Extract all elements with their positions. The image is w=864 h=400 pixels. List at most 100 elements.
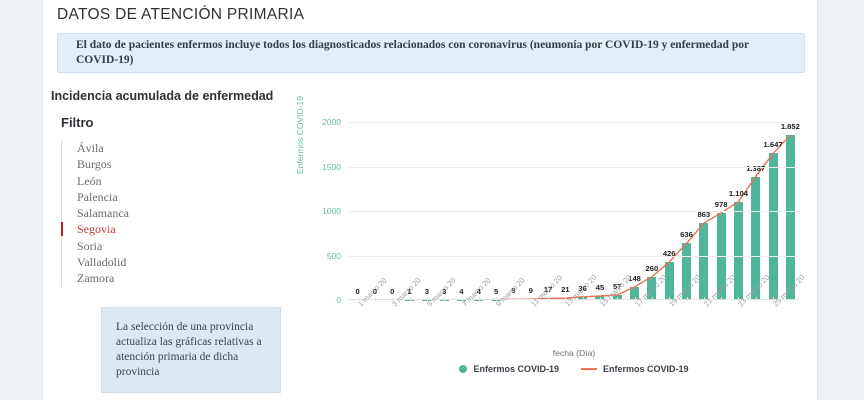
bar-value-label: 1 <box>407 286 412 296</box>
bar-value-label: 426 <box>662 249 676 259</box>
x-axis-tick-mark <box>357 297 359 301</box>
x-axis-tick-mark <box>426 297 428 301</box>
gridline <box>349 166 799 168</box>
bar-value-label: 1.387 <box>746 163 766 173</box>
bar-value-label: 3 <box>442 286 447 296</box>
gridline <box>349 255 799 257</box>
bar[interactable] <box>768 153 778 300</box>
y-axis-tick-label: 1500 <box>322 161 341 172</box>
bar-value-label: 978 <box>714 199 728 209</box>
x-axis-tick-mark <box>721 297 723 301</box>
bar[interactable] <box>733 201 743 300</box>
info-banner-text: El dato de pacientes enfermos incluye to… <box>76 39 749 66</box>
bar[interactable] <box>785 135 795 300</box>
bar-value-label: 5 <box>493 286 499 296</box>
bar-value-label: 863 <box>697 210 711 220</box>
filter-item-salamanca[interactable]: Salamanca <box>77 206 129 221</box>
bar-value-label: 1.104 <box>728 188 748 198</box>
x-axis-tick-mark <box>374 297 376 301</box>
value-labels-layer: 0 0 0 1 3 3 4 4 5 8 9 17 21 36 45 57 148 260 426 636 863 978 1… <box>349 122 800 300</box>
filter-item-valladolid[interactable]: Valladolid <box>77 255 127 270</box>
bar[interactable] <box>664 262 674 300</box>
bar-value-label: 260 <box>645 263 659 273</box>
filter-item-palencia[interactable]: Palencia <box>77 189 118 204</box>
x-axis-tick-mark <box>565 297 567 301</box>
x-axis-tick-mark <box>669 297 671 301</box>
bar-value-label: 0 <box>372 287 378 296</box>
y-axis-tick-label: 0 <box>336 295 341 305</box>
filter-item-burgos[interactable]: Burgos <box>77 157 112 172</box>
y-axis-tick-label: 500 <box>326 250 341 261</box>
x-axis-tick-mark <box>651 297 653 301</box>
x-axis-tick-mark <box>530 297 532 301</box>
filter-item-vila[interactable]: Ávila <box>77 141 104 155</box>
x-axis-tick-mark <box>634 297 636 301</box>
legend-label: Enfermos COVID-19 <box>603 364 689 374</box>
bar-value-label: 0 <box>390 287 395 296</box>
filter-panel: Filtro Ávila Burgos León Palencia Salamanca S… <box>61 115 261 287</box>
gridline <box>349 211 799 212</box>
y-axis-title: Enfermos COVID-19 <box>295 96 305 174</box>
x-axis-tick-mark <box>444 297 446 301</box>
x-axis-tick-mark <box>773 297 775 301</box>
legend-line-icon <box>581 368 597 370</box>
bar-value-label: 57 <box>613 281 622 291</box>
section-title: Incidencia acumulada de enfermedad <box>51 89 274 103</box>
filter-help-note: La selección de una provincia actualiza … <box>101 307 281 393</box>
bar-value-label: 8 <box>511 286 516 296</box>
page-title: DATOS DE ATENCIÓN PRIMARIA <box>57 6 305 23</box>
x-axis-tick-mark <box>409 297 411 301</box>
legend-label: Enfermos COVID-19 <box>473 364 559 374</box>
x-axis-tick-mark <box>461 297 463 301</box>
bar-value-label: 4 <box>476 286 481 296</box>
x-axis-baseline <box>349 299 799 300</box>
chart-legend: Enfermos COVID-19 Enfermos COVID-19 <box>349 364 799 374</box>
bar-value-label: 9 <box>528 286 533 296</box>
y-axis-tick-label: 1000 <box>322 206 341 216</box>
bar-value-label: 1.647 <box>763 140 783 150</box>
x-axis-tick-mark <box>686 297 688 301</box>
x-axis-title: fecha (Día) <box>552 348 596 358</box>
x-axis-tick-mark <box>478 297 480 301</box>
bar[interactable] <box>682 243 691 300</box>
filter-item-len[interactable]: León <box>77 173 102 188</box>
x-axis-tick-mark <box>513 297 515 301</box>
gridline <box>349 122 799 123</box>
bar-value-label: 36 <box>578 283 587 293</box>
legend-entry-1[interactable]: Enfermos COVID-19 <box>459 364 559 374</box>
filter-heading: Filtro <box>61 115 94 130</box>
x-axis-tick-mark <box>548 297 550 301</box>
bar[interactable] <box>699 223 709 300</box>
x-axis-tick-mark <box>738 297 740 301</box>
y-axis-tick-label: 2000 <box>322 117 341 127</box>
bar-value-label: 17 <box>543 285 553 295</box>
bar[interactable] <box>647 276 657 300</box>
bar-value-label: 636 <box>680 230 693 240</box>
filter-item-segovia[interactable]: Segovia <box>61 221 261 237</box>
x-axis-tick-mark <box>392 297 394 301</box>
x-axis-tick-mark <box>582 297 584 301</box>
legend-entry-2[interactable]: Enfermos COVID-19 <box>581 364 689 374</box>
filter-item-soria[interactable]: Soria <box>77 238 103 253</box>
info-banner: El dato de pacientes enfermos incluye to… <box>57 33 805 73</box>
bar-value-label: 45 <box>595 282 605 292</box>
bar-value-label: 21 <box>561 285 570 295</box>
bar[interactable] <box>630 286 640 300</box>
filter-item-zamora[interactable]: Zamora <box>77 271 115 286</box>
plot-frame: 0 0 0 1 3 3 4 4 5 8 9 17 21 36 45 57 148 260 426 636 863 978 1… <box>322 117 800 305</box>
content-panel: DATOS DE ATENCIÓN PRIMARIA El dato de pa… <box>42 0 818 400</box>
bar-value-label: 3 <box>424 286 429 296</box>
x-axis-tick-mark <box>617 297 619 301</box>
bar-value-label: 1.852 <box>780 122 800 132</box>
x-axis-tick-mark <box>496 297 498 301</box>
filter-list: Ávila Burgos León Palencia Salamanca Segovia S… <box>61 140 261 287</box>
x-axis-ticks: 1 marzo 20 3 marzo 20 5 marzo 20 7 marzo 20… <box>349 273 807 352</box>
bar-value-label: 4 <box>459 286 464 296</box>
filter-help-note-text: La selección de una provincia actualiza … <box>116 321 262 378</box>
bar[interactable] <box>751 176 761 300</box>
x-axis-tick-mark <box>599 297 601 301</box>
x-axis-tick-mark <box>755 297 757 301</box>
bar-value-label: 0 <box>355 287 360 296</box>
legend-dot-icon <box>459 365 468 373</box>
